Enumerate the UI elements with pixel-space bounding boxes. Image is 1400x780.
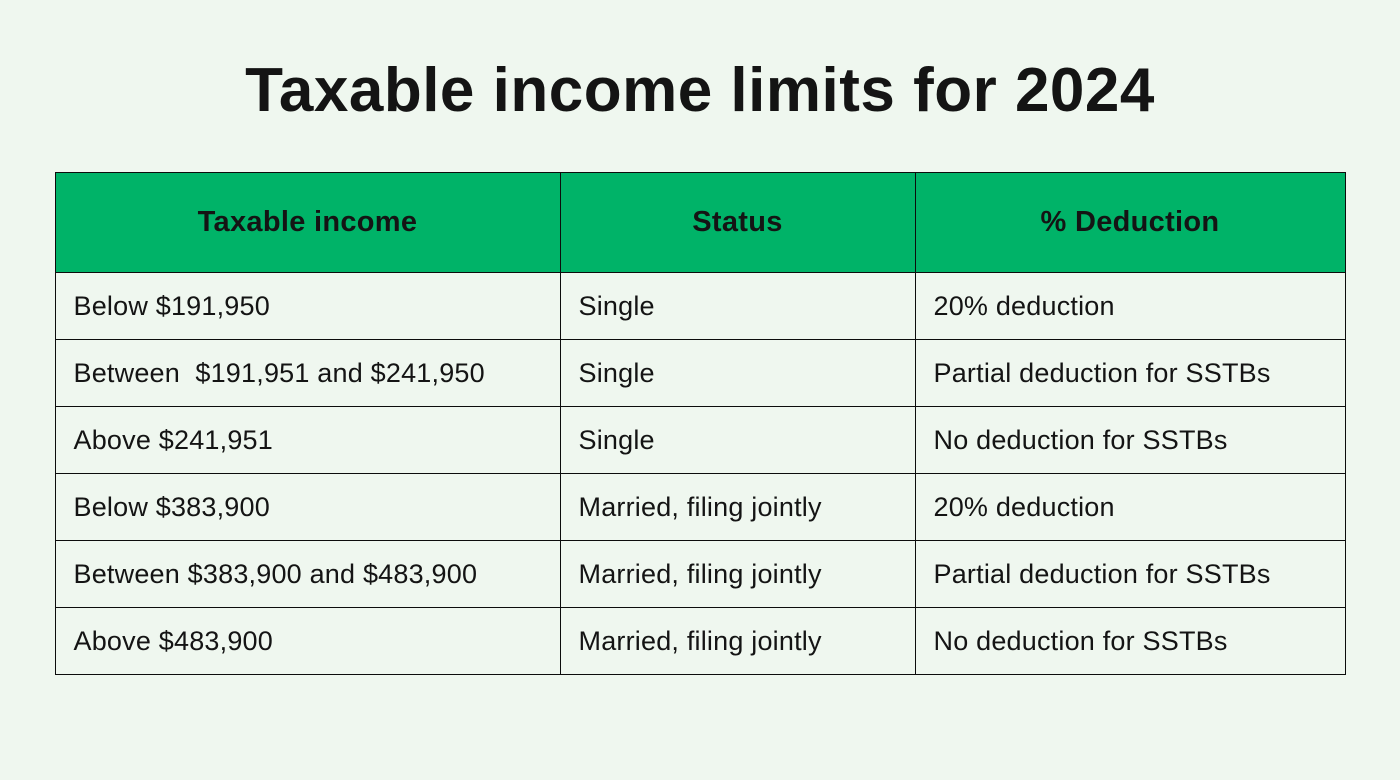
cell-deduction: 20% deduction (914, 473, 1346, 541)
table-row: Above $483,900 Married, filing jointly N… (54, 607, 1346, 675)
header-cell-deduction: % Deduction (914, 172, 1346, 273)
cell-taxable-income: Below $191,950 (54, 272, 561, 340)
cell-deduction: Partial deduction for SSTBs (914, 339, 1346, 407)
cell-status: Single (559, 272, 916, 340)
cell-status: Married, filing jointly (559, 607, 916, 675)
cell-deduction: Partial deduction for SSTBs (914, 540, 1346, 608)
cell-status: Single (559, 406, 916, 474)
cell-taxable-income: Between $383,900 and $483,900 (54, 540, 561, 608)
header-row: Taxable income Status % Deduction (54, 172, 1346, 273)
table-row: Between $191,951 and $241,950 Single Par… (54, 339, 1346, 407)
cell-status: Married, filing jointly (559, 540, 916, 608)
page-title: Taxable income limits for 2024 (245, 56, 1155, 125)
cell-taxable-income: Between $191,951 and $241,950 (54, 339, 561, 407)
tax-limits-table: Taxable income Status % Deduction Below … (54, 172, 1346, 675)
cell-deduction: No deduction for SSTBs (914, 406, 1346, 474)
cell-taxable-income: Above $483,900 (54, 607, 561, 675)
header-cell-status: Status (559, 172, 916, 273)
cell-deduction: No deduction for SSTBs (914, 607, 1346, 675)
cell-status: Married, filing jointly (559, 473, 916, 541)
table-header: Taxable income Status % Deduction (54, 172, 1346, 273)
table-row: Between $383,900 and $483,900 Married, f… (54, 540, 1346, 608)
cell-taxable-income: Above $241,951 (54, 406, 561, 474)
table-row: Above $241,951 Single No deduction for S… (54, 406, 1346, 474)
table-body: Below $191,950 Single 20% deduction Betw… (54, 272, 1346, 675)
table-row: Below $191,950 Single 20% deduction (54, 272, 1346, 340)
header-cell-taxable-income: Taxable income (54, 172, 561, 273)
cell-deduction: 20% deduction (914, 272, 1346, 340)
table-row: Below $383,900 Married, filing jointly 2… (54, 473, 1346, 541)
cell-taxable-income: Below $383,900 (54, 473, 561, 541)
cell-status: Single (559, 339, 916, 407)
